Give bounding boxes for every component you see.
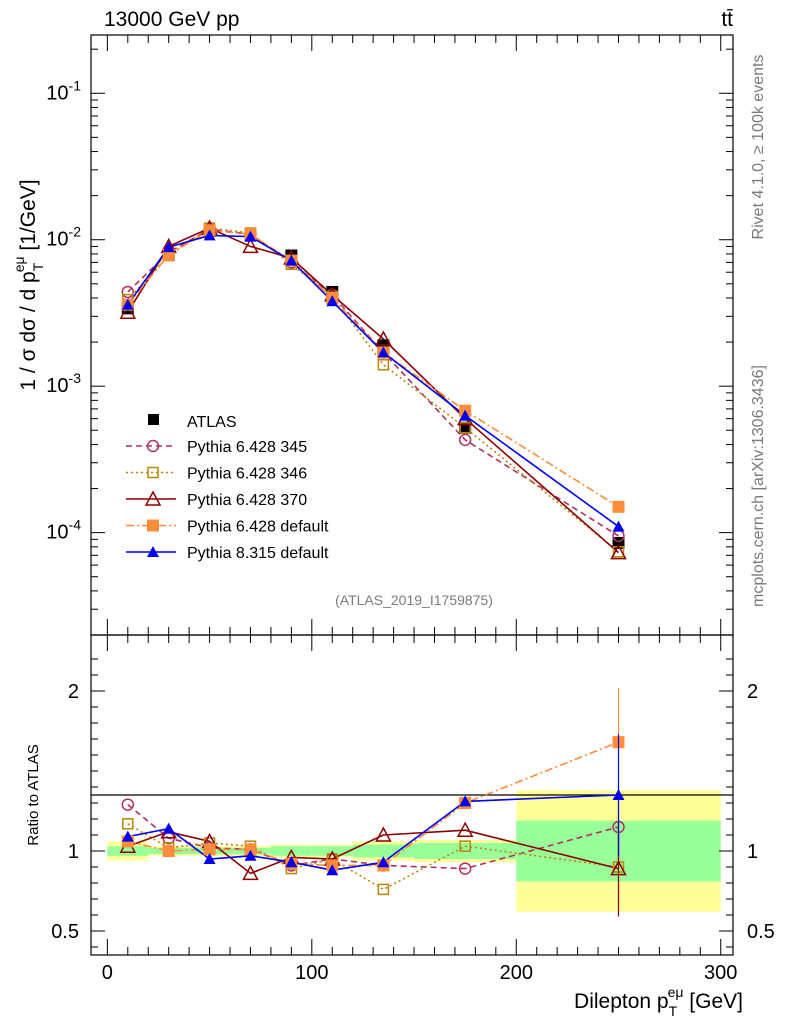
ratio-series-point — [242, 864, 259, 881]
ratio-series-point — [326, 864, 339, 876]
header-process-label: tt̄ — [721, 8, 733, 31]
ratio-series-point — [459, 840, 471, 852]
ratio-series-markers — [119, 687, 627, 917]
legend-label: Pythia 6.428 370 — [187, 492, 307, 509]
rivet-version-label: Rivet 4.1.0, ≥ 100k events — [750, 55, 767, 240]
ratio-y-tick-label: 2 — [68, 681, 79, 703]
ratio-panel: 0.5 0.5 1 1 2 2 0 100 200 300 Ratio to ATLAS Dile… — [25, 634, 775, 1019]
top-series-point — [459, 422, 471, 434]
ratio-y-tick-label-right: 2 — [747, 681, 758, 703]
top-series-point — [242, 237, 259, 254]
ratio-y-tick-label-right: 0.5 — [747, 921, 775, 943]
ratio-series-point — [162, 822, 175, 834]
top-series-point — [244, 230, 257, 242]
ratio-y-tick-label-right: 1 — [747, 841, 758, 863]
atlas-data-point — [459, 421, 472, 434]
analysis-tag: (ATLAS_2019_I1759875) — [335, 592, 493, 608]
legend-marker — [147, 519, 159, 532]
ratio-series-point — [458, 862, 472, 875]
top-series-point — [285, 254, 298, 266]
top-series-point — [375, 330, 392, 346]
ratio-series-point — [121, 798, 135, 811]
x-tick-label: 100 — [295, 962, 328, 984]
legend-marker — [144, 490, 162, 506]
legend-atlas-label: ATLAS — [187, 414, 237, 431]
legend-label: Pythia 8.315 default — [187, 545, 329, 562]
ratio-series-point — [122, 818, 134, 830]
ratio-series-point — [162, 845, 175, 857]
ratio-series-point — [377, 856, 390, 868]
top-axis-ticks: 10-1 10-2 10-3 10-4 — [46, 35, 733, 636]
ratio-series-point — [375, 826, 392, 842]
ratio-series-point — [203, 843, 216, 856]
legend-label: Pythia 6.428 345 — [187, 439, 307, 456]
ratio-series-point — [612, 789, 625, 800]
ratio-axis-ticks: 0.5 0.5 1 1 2 2 0 100 200 300 — [51, 635, 775, 984]
ratio-series-point — [459, 795, 472, 807]
top-y-tick-label: 10-1 — [46, 77, 81, 104]
top-y-tick-label: 10-2 — [46, 224, 81, 251]
ratio-stat-uncertainty-band — [107, 846, 149, 856]
top-series-line — [127, 234, 619, 528]
x-tick-label: 0 — [102, 962, 113, 984]
ratio-series-point — [244, 843, 257, 856]
x-tick-label: 300 — [704, 962, 737, 984]
top-series-point — [458, 433, 472, 447]
mcplots-reference-label: mcplots.cern.ch [arXiv:1306.3436] — [750, 365, 767, 607]
top-series-point — [162, 248, 175, 261]
ratio-y-tick-label: 1 — [68, 841, 79, 863]
top-series-line — [127, 228, 619, 537]
legend-label: Pythia 6.428 346 — [187, 466, 307, 483]
top-y-axis-title: 1 / σ dσ / d pTeμ [1/GeV] — [11, 179, 46, 390]
top-series-point — [612, 500, 625, 513]
x-tick-label: 200 — [500, 962, 533, 984]
top-series-point — [121, 285, 135, 299]
top-series-point — [610, 544, 627, 560]
top-series-point — [121, 298, 134, 310]
legend: ATLAS Pythia 6.428 345 Pythia 6.428 346 Py… — [126, 414, 329, 562]
ratio-series-point — [203, 853, 216, 864]
top-series-point — [326, 295, 339, 307]
top-panel: 10-1 10-2 10-3 10-4 (ATLAS_2019_I1759875) A… — [11, 34, 734, 636]
top-y-tick-label: 10-3 — [46, 370, 81, 397]
ratio-series-point — [610, 860, 627, 876]
x-axis-title: Dilepton pTeμ [GeV] — [574, 984, 743, 1019]
legend-marker — [147, 466, 159, 479]
legend-marker — [147, 546, 159, 557]
ratio-y-tick-label: 0.5 — [51, 921, 79, 943]
top-series-markers — [119, 219, 627, 560]
top-y-tick-label: 10-4 — [46, 517, 81, 544]
legend-marker — [146, 439, 160, 453]
top-series-point — [377, 359, 390, 371]
top-series-point — [459, 409, 472, 421]
top-series-point — [119, 303, 137, 319]
ratio-y-axis-title: Ratio to ATLAS — [25, 744, 42, 845]
ratio-series-point — [456, 821, 474, 837]
ratio-series-point — [285, 856, 298, 868]
ratio-plot-frame — [90, 634, 734, 956]
top-series-point — [162, 241, 175, 253]
ratio-series-point — [244, 849, 257, 861]
top-series-point — [612, 520, 625, 532]
ratio-series-point — [377, 883, 390, 896]
legend-label: Pythia 6.428 default — [187, 519, 329, 536]
top-series-point — [203, 229, 216, 241]
legend-atlas-marker — [148, 414, 159, 425]
top-series-point — [377, 346, 390, 358]
ratio-series-point — [121, 830, 134, 842]
top-series-line — [127, 229, 619, 508]
header-energy-label: 13000 GeV pp — [104, 8, 239, 31]
